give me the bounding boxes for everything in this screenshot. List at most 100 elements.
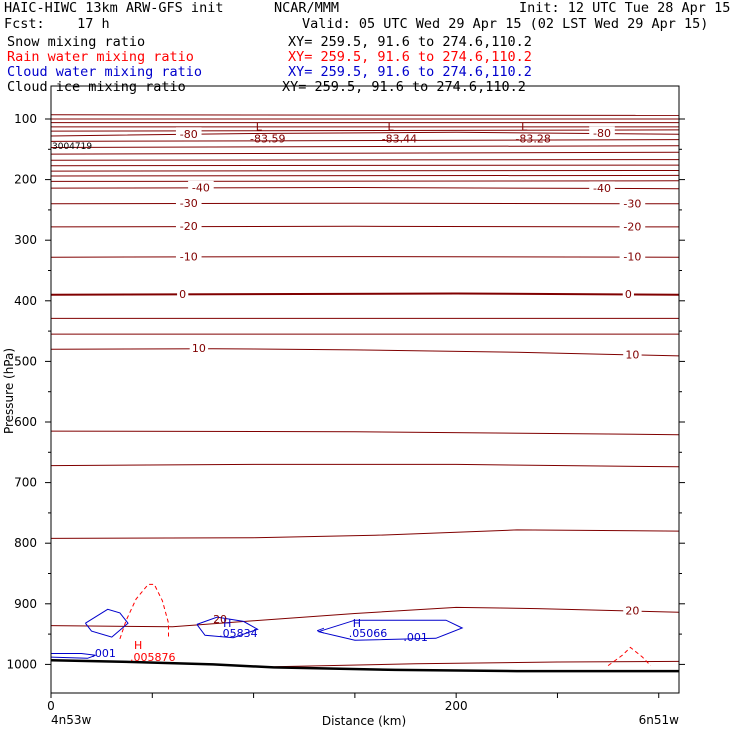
- y-axis-label: Pressure (hPa): [2, 348, 16, 434]
- isotherm-label--10-0: -10: [180, 250, 198, 263]
- isotherm-7: [50, 151, 680, 155]
- isotherm-11: [50, 174, 680, 177]
- cloud-water-label-2: <: [316, 624, 325, 637]
- y-tick-label-400: 400: [14, 294, 37, 308]
- isotherm--20: [50, 225, 680, 228]
- isotherm-label--20-0: -20: [180, 220, 198, 233]
- isotherm-label--20-0-bg: [175, 219, 202, 232]
- isotherm--10: [50, 256, 680, 258]
- isotherm-label--30-0: -30: [180, 197, 198, 210]
- cloud-water-max-marker-1: H: [353, 617, 361, 630]
- isotherm-label--80-1: -80: [593, 127, 611, 140]
- isotherm-16: [50, 463, 680, 468]
- cloud-water-contour-1: [196, 616, 259, 639]
- isotherm-label--30-1-bg: [619, 196, 646, 209]
- forecast-hour: Fcst: 17 h: [4, 16, 110, 32]
- terrain-surface: [50, 658, 679, 673]
- model-title: HAIC-HIWC 13km ARW-GFS init: [4, 0, 224, 16]
- temperature-min-marker-2: L: [521, 120, 528, 133]
- field-name-rain: Rain water mixing ratio: [7, 49, 194, 65]
- isotherm-label--40-1: -40: [593, 182, 611, 195]
- isotherm-label--20-1: -20: [623, 220, 641, 233]
- rain-contour-1: [607, 646, 651, 667]
- isotherm-label-10-0-bg: [189, 341, 209, 354]
- rain-max-marker: H: [134, 639, 142, 652]
- isotherm-label-10-1-bg: [623, 347, 642, 360]
- isotherm-0: [50, 114, 680, 116]
- isotherm-12: [50, 180, 680, 182]
- rain-contours: [119, 583, 651, 667]
- cloud-water-contours: [50, 608, 464, 659]
- y-tick-label-700: 700: [14, 476, 37, 490]
- x-tick-label-200: 200: [445, 699, 468, 713]
- cloud-water-edge: [50, 653, 96, 659]
- isotherm-10: [50, 170, 680, 172]
- isotherm-label-20-0-bg: [623, 604, 642, 617]
- cloud-water-max-marker-0: H: [223, 617, 231, 630]
- isotherm-8: [50, 159, 680, 161]
- isotherm-label--40-0-bg: [188, 180, 214, 193]
- isotherm-label-10-0: 10: [192, 342, 206, 355]
- y-tick-label-1000: 1000: [6, 657, 37, 671]
- stamp-label: 3004719: [52, 142, 92, 152]
- isotherm-label--30-0-bg: [175, 196, 202, 209]
- isotherm-20: [50, 606, 680, 628]
- cloud-water-max-value-0: .05834: [219, 627, 258, 640]
- field-name-cloud-ice: Cloud ice mixing ratio: [7, 79, 186, 95]
- agency-label: NCAR/MMM: [274, 0, 340, 16]
- cloud-water-contour-0: [85, 608, 129, 638]
- init-time: Init: 12 UTC Tue 28 Apr 15: [519, 0, 731, 16]
- isotherm-label--10-1-bg: [619, 250, 646, 263]
- temperature-min-marker-1: L: [387, 120, 394, 133]
- field-xy-snow: XY= 259.5, 91.6 to 274.6,110.2: [288, 34, 532, 50]
- y-tick-label-800: 800: [14, 536, 37, 550]
- temperature-min-value-0: -83.59: [250, 132, 285, 145]
- x-tick-label-0: 0: [47, 699, 55, 713]
- isotherm--30: [50, 202, 680, 205]
- isotherm-label--40-0: -40: [192, 181, 210, 194]
- y-tick-label-600: 600: [14, 415, 37, 429]
- isotherm-label--80-0: -80: [180, 128, 198, 141]
- isotherm-label-20-0: 20: [625, 605, 639, 618]
- isotherm-label--80-0-bg: [175, 127, 202, 140]
- isotherm-0: [50, 292, 680, 296]
- temperature-isotherms: [50, 114, 680, 668]
- isotherm-5: [50, 139, 680, 142]
- isotherm-6: [50, 145, 680, 148]
- isotherm-17: [50, 529, 680, 539]
- temperature-min-value-2: -83.28: [515, 132, 550, 145]
- isotherm-label-10-1: 10: [625, 348, 639, 361]
- isotherm-label--10-0-bg: [175, 249, 202, 262]
- y-tick-label-900: 900: [14, 597, 37, 611]
- field-xy-cloud-water: XY= 259.5, 91.6 to 274.6,110.2: [288, 64, 532, 80]
- isotherm-label--20-1-bg: [619, 219, 646, 232]
- x-axis-label: Distance (km): [322, 714, 406, 728]
- right-endpoint-label: 6n51w: [639, 713, 680, 727]
- isotherm-10: [50, 348, 680, 357]
- isotherm-label--10-1: -10: [623, 251, 641, 264]
- field-name-snow: Snow mixing ratio: [7, 34, 146, 50]
- isotherm-label--30-1: -30: [623, 197, 641, 210]
- left-endpoint-label: 4n53w: [51, 713, 92, 727]
- cloud-water-contour-2: [318, 619, 464, 641]
- isotherm-label-0-0-bg: [177, 287, 189, 300]
- valid-time: Valid: 05 UTC Wed 29 Apr 15 (02 LST Wed …: [302, 16, 709, 32]
- rain-contour-0: [119, 583, 169, 640]
- isotherm--80: [50, 131, 680, 137]
- temperature-min-value-1: -83.44: [382, 132, 417, 145]
- field-xy-rain: XY= 259.5, 91.6 to 274.6,110.2: [288, 49, 532, 65]
- temperature-min-marker-0: L: [256, 120, 263, 133]
- isotherm-label--80-1-bg: [589, 126, 615, 139]
- field-name-cloud-water: Cloud water mixing ratio: [7, 64, 203, 80]
- isotherm-18: [273, 660, 680, 668]
- y-tick-label-300: 300: [14, 233, 37, 247]
- isotherm-4: [50, 129, 680, 132]
- isotherm-9: [50, 164, 680, 167]
- plot-frame: [50, 85, 680, 694]
- cloud-water-label-1: .001: [403, 631, 428, 644]
- cloud-water-max-value-1: .05066: [349, 627, 388, 640]
- cloud-water-label-0: .001: [91, 647, 116, 660]
- isotherm-label-0-1-bg: [622, 287, 634, 300]
